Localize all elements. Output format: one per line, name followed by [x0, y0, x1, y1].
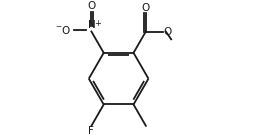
Text: +: + — [94, 19, 101, 28]
Text: O: O — [163, 26, 172, 37]
Text: F: F — [88, 127, 94, 136]
Text: O: O — [87, 1, 95, 11]
Text: N: N — [87, 20, 95, 30]
Text: $^{-}$O: $^{-}$O — [54, 24, 71, 36]
Text: O: O — [142, 3, 150, 13]
